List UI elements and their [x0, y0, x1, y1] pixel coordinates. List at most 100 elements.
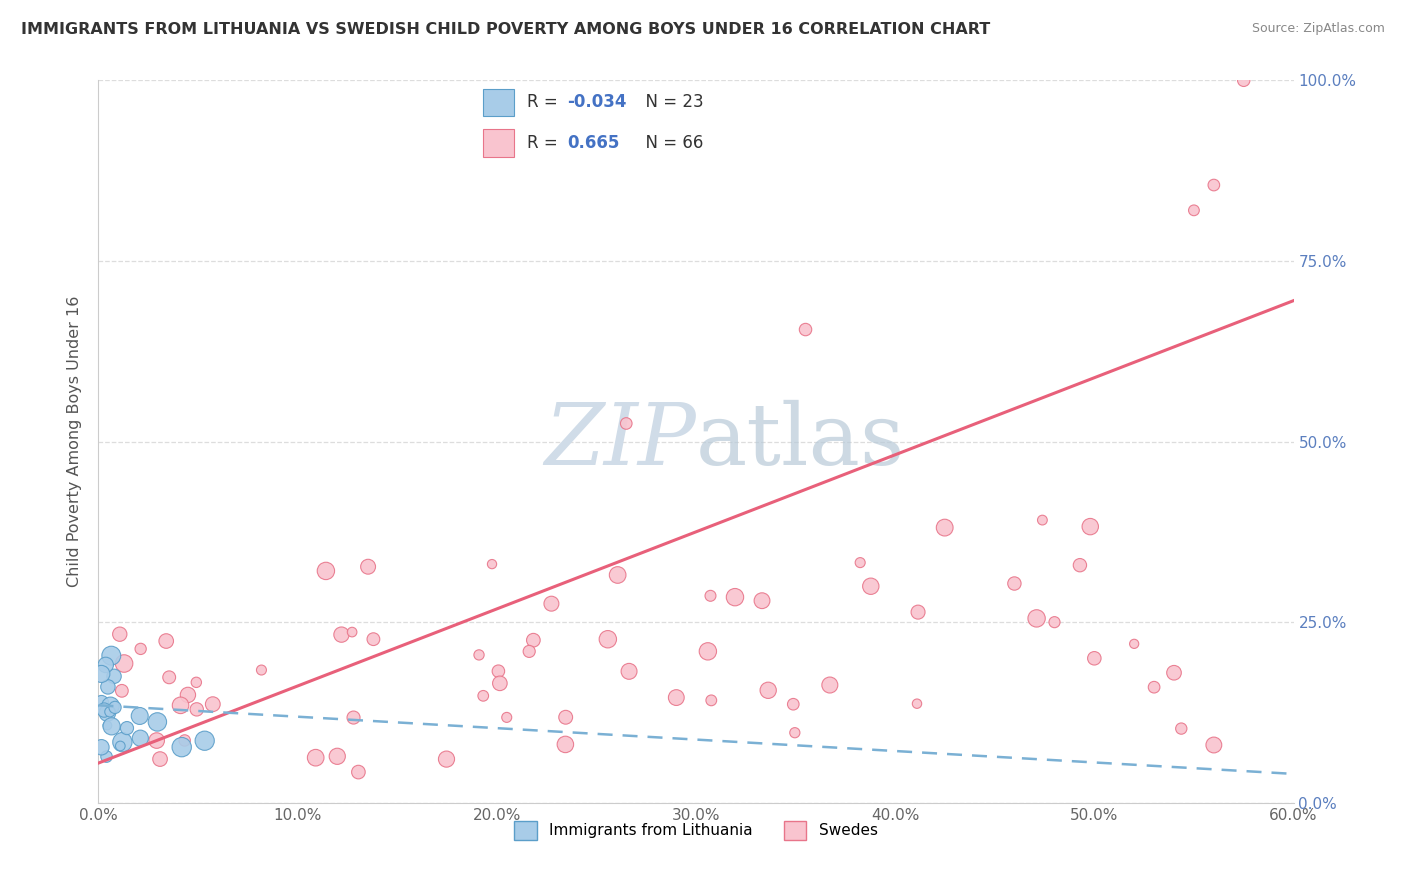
Point: [554, 738, 576, 752]
Point: [495, 710, 517, 724]
Point: [115, 721, 138, 735]
Point: [90, 740, 112, 755]
Point: [486, 664, 509, 678]
Point: [849, 556, 872, 570]
Point: [305, 750, 328, 764]
Point: [596, 632, 619, 647]
Point: [111, 735, 134, 749]
Point: [100, 648, 122, 663]
Legend: Immigrants from Lithuania, Swedes: Immigrants from Lithuania, Swedes: [508, 815, 884, 846]
Point: [724, 590, 747, 604]
Text: 0.665: 0.665: [567, 134, 619, 152]
Point: [696, 644, 718, 658]
Point: [1043, 615, 1066, 630]
Point: [1182, 203, 1205, 218]
Point: [104, 700, 127, 714]
Point: [100, 698, 122, 713]
Point: [100, 719, 122, 733]
Point: [489, 676, 512, 690]
Point: [111, 683, 134, 698]
Point: [149, 752, 172, 766]
Point: [1069, 558, 1091, 573]
Text: atlas: atlas: [696, 400, 905, 483]
Point: [540, 597, 562, 611]
Point: [905, 697, 928, 711]
Point: [1083, 651, 1105, 665]
Text: IMMIGRANTS FROM LITHUANIA VS SWEDISH CHILD POVERTY AMONG BOYS UNDER 16 CORRELATI: IMMIGRANTS FROM LITHUANIA VS SWEDISH CHI…: [21, 22, 990, 37]
Point: [326, 749, 349, 764]
Point: [934, 520, 956, 534]
Point: [782, 697, 804, 711]
Point: [1163, 665, 1185, 680]
Point: [330, 627, 353, 641]
Point: [347, 765, 370, 780]
Y-axis label: Child Poverty Among Boys Under 16: Child Poverty Among Boys Under 16: [67, 296, 83, 587]
Point: [342, 710, 364, 724]
Point: [155, 634, 177, 648]
Point: [699, 589, 721, 603]
Point: [90, 667, 112, 681]
Point: [481, 557, 503, 571]
Point: [170, 740, 193, 755]
Point: [128, 709, 150, 723]
Point: [93, 703, 115, 717]
Point: [186, 675, 208, 690]
Point: [907, 605, 929, 619]
Point: [1143, 680, 1166, 694]
Point: [169, 698, 191, 713]
Text: ZIP: ZIP: [544, 401, 696, 483]
Point: [554, 710, 576, 724]
Bar: [484, 89, 515, 116]
Point: [606, 568, 628, 582]
Point: [90, 696, 112, 710]
Point: [108, 627, 131, 641]
Point: [783, 725, 806, 739]
Point: [1123, 637, 1146, 651]
Point: [157, 670, 180, 684]
Point: [129, 641, 152, 656]
Point: [468, 648, 491, 662]
Point: [94, 657, 117, 672]
Point: [1078, 519, 1101, 533]
Point: [315, 564, 337, 578]
Point: [617, 665, 640, 679]
Point: [1202, 738, 1225, 752]
Point: [614, 417, 637, 431]
Text: R =: R =: [527, 134, 562, 152]
Point: [146, 714, 169, 729]
Point: [756, 683, 779, 698]
Point: [1025, 611, 1047, 625]
Point: [1202, 178, 1225, 192]
Point: [98, 705, 121, 719]
Point: [517, 644, 540, 658]
Point: [818, 678, 841, 692]
Point: [96, 749, 118, 764]
Point: [340, 625, 363, 640]
Point: [363, 632, 385, 647]
Point: [110, 739, 132, 753]
Text: Source: ZipAtlas.com: Source: ZipAtlas.com: [1251, 22, 1385, 36]
Point: [794, 322, 817, 336]
Point: [357, 559, 380, 574]
Point: [201, 697, 224, 711]
Text: N = 23: N = 23: [636, 94, 703, 112]
Point: [436, 752, 458, 766]
Point: [859, 579, 882, 593]
Point: [1002, 576, 1025, 591]
Point: [194, 733, 217, 747]
Point: [751, 593, 773, 607]
Point: [96, 706, 118, 720]
Bar: [484, 129, 515, 157]
Point: [173, 733, 195, 747]
Point: [665, 690, 688, 705]
Text: R =: R =: [527, 94, 562, 112]
Point: [97, 680, 120, 694]
Text: -0.034: -0.034: [567, 94, 627, 112]
Point: [1170, 722, 1192, 736]
Point: [1233, 73, 1256, 87]
Point: [112, 657, 135, 671]
Point: [145, 733, 167, 747]
Point: [103, 669, 125, 683]
Text: N = 66: N = 66: [636, 134, 703, 152]
Point: [700, 693, 723, 707]
